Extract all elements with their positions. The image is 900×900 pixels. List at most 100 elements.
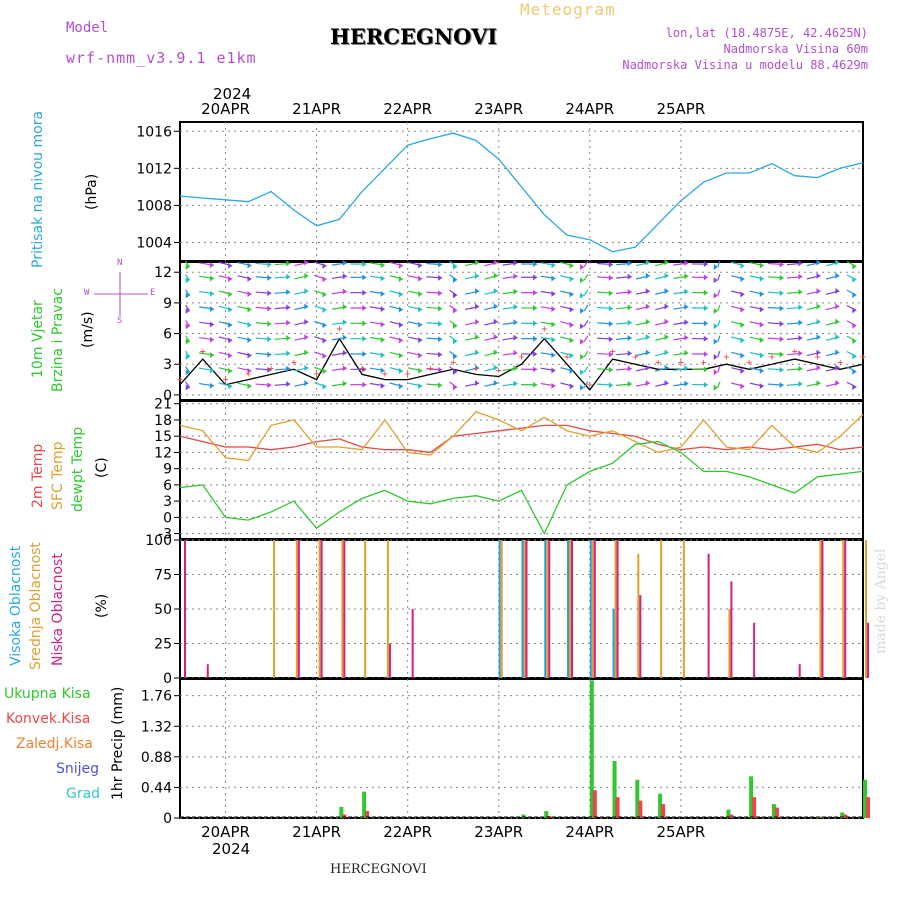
cloud-bar (842, 540, 845, 678)
wind-arrow-head (852, 276, 857, 283)
wind-arrow-head (286, 260, 291, 267)
legend-hail: Grad (66, 786, 101, 802)
temp-ytick-label: 9 (163, 462, 172, 478)
wind-arrow-head (798, 260, 803, 267)
wind-arrow-head (380, 290, 385, 297)
wind-arrow-head (713, 353, 718, 360)
wind-arrow-head (493, 303, 498, 310)
wind-arrow-head (398, 322, 403, 329)
wind-arrow-head (569, 291, 574, 298)
wind-arrow-head (247, 352, 252, 359)
wind-arrow-head (533, 381, 538, 388)
wind-gust-mark: + (723, 352, 729, 363)
cloud-bar (386, 540, 389, 678)
wind-gust-mark: + (678, 358, 684, 369)
wind-arrow-head (533, 351, 538, 358)
wind-arrow-head (759, 275, 764, 282)
wind-arrow-head (533, 261, 538, 268)
temp-ytick-label: 12 (154, 445, 172, 461)
wind-arrow-head (779, 320, 784, 327)
wind-arrow-head (816, 303, 821, 310)
pressure-ytick-label: 1012 (136, 161, 172, 177)
wind-arrow-head (286, 365, 291, 372)
cloud-bar (798, 664, 801, 678)
precip-ytick-label: 0.44 (141, 780, 172, 796)
wind-arrow-head (286, 319, 291, 326)
wind-arrow-head (513, 288, 518, 295)
wind-arrow-head (513, 273, 518, 280)
wind-arrow-head (852, 384, 857, 391)
wind-arrow-head (580, 369, 585, 376)
pressure-frame (179, 121, 864, 262)
wind-arrow-head (438, 336, 443, 343)
wind-arrow-head (533, 320, 538, 327)
wind-arrow-head (740, 337, 745, 344)
wind-arrow-head (362, 381, 367, 388)
wind-gust-mark: + (450, 358, 456, 369)
wind-arrow-head (247, 337, 252, 344)
wind-arrow (184, 335, 191, 342)
wind-arrow (583, 260, 589, 268)
wind-arrow-head (816, 349, 821, 356)
wind-arrow-head (713, 264, 718, 271)
wind-arrow-head (267, 274, 272, 281)
wind-arrow-head (322, 306, 327, 313)
wind-arrow-head (398, 337, 403, 344)
wind-arrow-head (342, 273, 347, 280)
temp-ytick-label: 3 (163, 494, 172, 510)
wind-arrow-head (342, 259, 347, 266)
wind-arrow-head (608, 320, 613, 327)
wind-ytick-label: 0 (163, 388, 172, 404)
wind-arrow-head (645, 288, 650, 295)
wind-arrow-head (608, 305, 613, 312)
temp-ytick-label: 15 (154, 429, 172, 445)
wind-arrow-head (418, 321, 423, 328)
wind-arrow-head (286, 381, 291, 388)
wind-arrow-head (362, 351, 367, 358)
wind-arrow-head (816, 364, 821, 371)
wind-arrow-head (703, 366, 708, 373)
wind-arrow-head (779, 336, 784, 343)
wind-arrow-head (798, 304, 803, 311)
wind-arrow-head (551, 382, 556, 389)
wind-arrow-head (580, 307, 585, 314)
wind-arrow-head (209, 275, 214, 282)
wind-arrow-head (713, 369, 718, 376)
wind-arrow-head (759, 306, 764, 313)
wind-arrow-head (185, 353, 190, 360)
wind-gust-mark: + (314, 369, 320, 380)
wind-arrow-head (362, 289, 367, 296)
wind-arrow-head (533, 274, 538, 281)
legend-freez: Zaledj.Kisa (16, 736, 93, 752)
wind-arrow-head (551, 262, 556, 269)
model-label: Model (66, 20, 109, 36)
wind-arrow-head (627, 288, 632, 295)
wind-arrow (184, 289, 191, 296)
wind-gust-mark: + (837, 358, 843, 369)
wind-gust-mark: + (223, 375, 229, 386)
wind-ytick-label: 6 (163, 327, 172, 343)
cloud-bar (660, 540, 663, 678)
wind-arrow-head (816, 334, 821, 341)
wind-arrow-head (228, 291, 233, 298)
cloud-bar (318, 540, 321, 678)
wind-gust-mark: + (291, 358, 297, 369)
station-title: HERCEGNOVI (330, 24, 498, 49)
wind-arrow-head (438, 290, 443, 297)
wind-arrow-head (185, 323, 190, 330)
wind-arrow-head (580, 263, 585, 270)
wind-gust-mark: + (200, 346, 206, 357)
wind-arrow-head (185, 263, 190, 270)
wind-arrow-head (740, 306, 745, 313)
wind-arrow-head (209, 290, 214, 297)
wind-gust-mark: + (245, 369, 251, 380)
wind-arrow-head (713, 277, 718, 284)
wind-arrow-head (664, 349, 669, 356)
wind-arrow-head (684, 303, 689, 310)
cloud-bar (273, 540, 276, 678)
top-date-label: 25APR (656, 100, 706, 118)
wind-arrow-head (228, 337, 233, 344)
compass-w: W (84, 288, 90, 298)
wind-gust-mark: + (473, 363, 479, 374)
